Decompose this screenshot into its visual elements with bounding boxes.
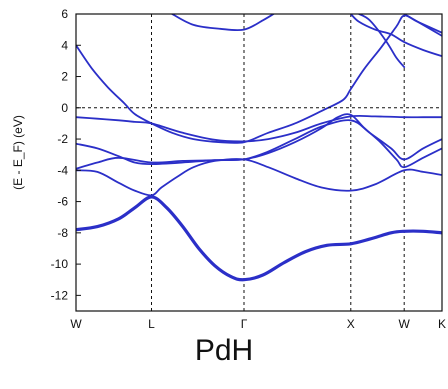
band-line-7	[171, 14, 275, 32]
x-tick-label-2: Γ	[241, 317, 248, 330]
band-line-8	[349, 14, 442, 58]
plot-frame	[75, 13, 443, 312]
band-line-5	[76, 114, 442, 143]
x-tick-label-3: X	[347, 317, 355, 330]
band-line-4	[76, 119, 442, 165]
y-tick-label: -12	[51, 288, 69, 302]
x-tick-label-5: K	[438, 317, 446, 330]
y-tick-label: -10	[51, 257, 69, 271]
band-lines	[76, 14, 442, 282]
band-line-6	[76, 14, 442, 144]
x-tick-label-0: W	[70, 317, 82, 330]
x-tick-label-1: L	[148, 317, 155, 330]
y-axis-label: (E - E_F) (eV)	[11, 115, 25, 190]
y-tick-label: 4	[61, 38, 68, 52]
x-tick-label-4: W	[399, 317, 411, 330]
y-tick-label: 2	[61, 70, 68, 84]
y-tick-label: -4	[57, 163, 68, 177]
y-tick-label: 0	[61, 101, 68, 115]
y-tick-label: 6	[61, 7, 68, 21]
high-symmetry-lines	[151, 14, 405, 311]
chart-title: PdH	[194, 334, 254, 367]
band-line-1	[76, 195, 442, 282]
band-line-3	[76, 113, 442, 170]
band-line-2	[76, 158, 442, 197]
band-structure-chart: 6 4 2 0 -2 -4 -6 -8 -10 -12 W L Γ X W K (E - E_F) (eV)	[11, 7, 446, 330]
y-tick-label: -8	[57, 226, 68, 240]
y-tick-labels: 6 4 2 0 -2 -4 -6 -8 -10 -12	[51, 7, 81, 302]
band-line-9	[358, 14, 406, 68]
band-line-10	[403, 14, 442, 37]
y-tick-label: -2	[57, 132, 68, 146]
y-tick-label: -6	[57, 195, 68, 209]
